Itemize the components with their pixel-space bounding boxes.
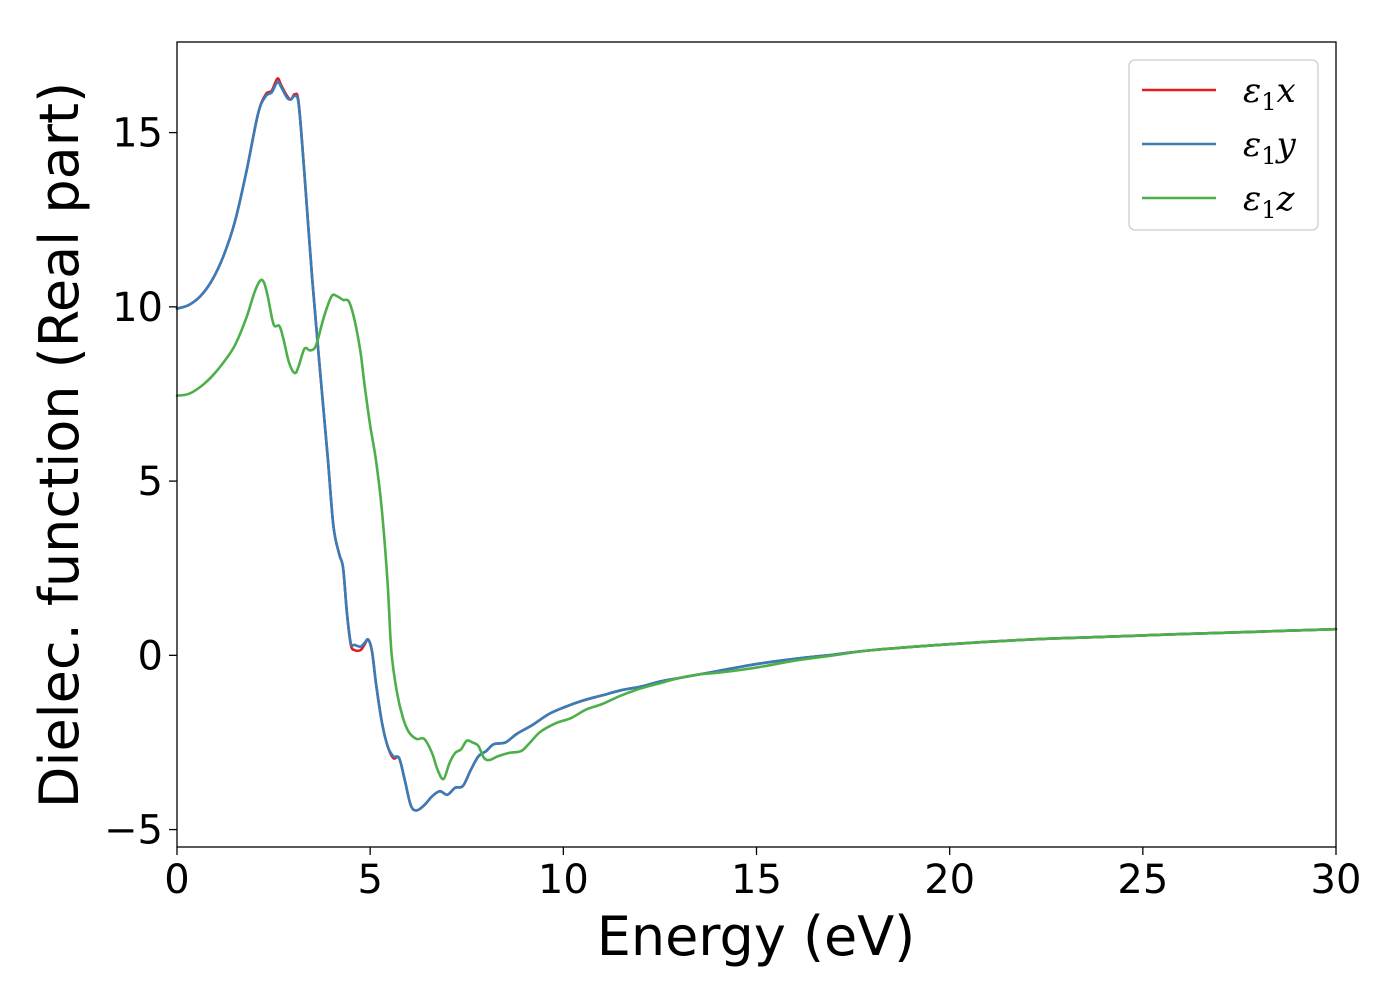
y-axis: −5 0 5 10 15 — [104, 111, 177, 854]
x-tick-label: 30 — [1311, 857, 1362, 903]
legend: ε1x ε1y ε1z — [1128, 59, 1319, 231]
x-axis: 0 5 10 15 20 25 30 — [164, 847, 1361, 903]
x-axis-title: Energy (eV) — [597, 905, 916, 968]
legend-label-x: ε1x — [1243, 71, 1296, 116]
x-tick-label: 20 — [924, 857, 975, 903]
y-tick-label: 5 — [138, 459, 163, 505]
x-tick-label: 5 — [357, 857, 382, 903]
x-tick-label: 0 — [164, 857, 189, 903]
x-tick-label: 10 — [538, 857, 589, 903]
y-tick-label: 0 — [138, 633, 163, 679]
x-tick-label: 25 — [1117, 857, 1168, 903]
x-tick-label: 15 — [731, 857, 782, 903]
y-axis-title: Dielec. function (Real part) — [28, 82, 91, 808]
legend-label-z: ε1z — [1243, 179, 1296, 224]
legend-box — [1128, 59, 1319, 231]
series-line-z — [175, 278, 1338, 781]
y-tick-label: −5 — [104, 808, 163, 854]
legend-label-y: ε1y — [1243, 125, 1297, 170]
y-tick-label: 15 — [112, 111, 163, 157]
series-layer — [175, 77, 1338, 812]
y-tick-label: 10 — [112, 285, 163, 331]
